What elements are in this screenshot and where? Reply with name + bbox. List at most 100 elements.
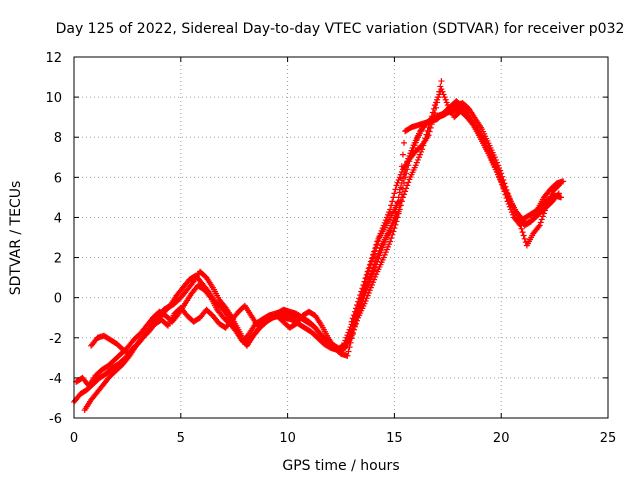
data-point: [399, 185, 406, 192]
data-point: [351, 308, 358, 315]
y-tick-label: 12: [45, 51, 62, 66]
data-point: [500, 185, 507, 192]
data-point: [417, 151, 424, 158]
data-point: [355, 298, 362, 305]
data-point: [503, 195, 510, 202]
data-point: [374, 238, 381, 245]
data-point: [545, 199, 552, 206]
x-tick-label: 20: [493, 431, 510, 446]
data-point: [537, 219, 544, 226]
data-point: [405, 179, 412, 186]
data-point: [498, 178, 505, 185]
data-point: [491, 154, 498, 161]
data-point: [360, 281, 367, 288]
data-point: [554, 183, 561, 190]
x-tick-label: 0: [70, 431, 78, 446]
y-tick-label: 4: [54, 211, 62, 226]
data-point: [377, 249, 384, 256]
axis-ticks: 0 5 10 15 20 25 -6 -4 -2 0 2 4 6 8 10 12: [45, 51, 616, 446]
data-point: [413, 136, 420, 143]
data-point: [384, 243, 391, 250]
data-point: [347, 339, 354, 346]
data-point: [356, 295, 363, 302]
data-point: [481, 139, 488, 146]
data-point: [383, 214, 390, 221]
data-point: [384, 211, 391, 218]
data-point: [435, 94, 442, 101]
data-point: [358, 288, 365, 295]
data-point: [349, 331, 356, 338]
data-point: [401, 180, 408, 187]
data-point: [345, 336, 352, 343]
data-point: [387, 238, 394, 245]
data-point: [383, 246, 390, 253]
data-point: [354, 302, 361, 309]
data-point: [366, 287, 373, 294]
data-point: [221, 303, 228, 310]
data-point: [372, 245, 379, 252]
data-point: [365, 265, 372, 272]
data-point: [392, 186, 399, 193]
x-axis-label: GPS time / hours: [282, 458, 399, 474]
data-point: [389, 198, 396, 205]
y-tick-label: -2: [49, 332, 62, 347]
data-point: [555, 182, 562, 189]
data-point: [442, 96, 449, 103]
data-point: [370, 251, 377, 258]
y-tick-label: 10: [45, 91, 62, 106]
data-point: [373, 241, 380, 248]
data-point: [381, 251, 388, 258]
data-point: [441, 94, 448, 101]
data-point: [518, 225, 525, 232]
data-point: [497, 167, 504, 174]
data-point: [484, 147, 491, 154]
data-point: [368, 281, 375, 288]
data-point: [431, 110, 438, 117]
data-point: [348, 335, 355, 342]
data-point: [395, 208, 402, 215]
data-point: [430, 113, 437, 120]
data-point: [387, 206, 394, 213]
data-point: [382, 249, 389, 256]
data-point: [401, 139, 408, 146]
data-point: [364, 283, 371, 290]
data-point: [352, 305, 359, 312]
data-point: [349, 315, 356, 322]
data-point: [410, 144, 417, 151]
data-point: [380, 254, 387, 261]
data-point: [539, 213, 546, 220]
data-point: [363, 271, 370, 278]
data-point: [436, 88, 443, 95]
data-point: [372, 264, 379, 271]
data-point: [357, 304, 364, 311]
data-point: [425, 132, 432, 139]
data-point: [536, 222, 543, 229]
plot-frame: [73, 56, 609, 419]
data-point: [547, 193, 554, 200]
data-point: [428, 121, 435, 128]
data-point: [507, 206, 514, 213]
data-point: [348, 318, 355, 325]
data-point: [364, 268, 371, 275]
data-point: [378, 227, 385, 234]
data-point: [548, 191, 555, 198]
data-point: [367, 275, 374, 282]
data-point: [362, 275, 369, 282]
data-point: [412, 139, 419, 146]
data-point: [396, 174, 403, 181]
data-point: [380, 241, 387, 248]
data-point: [391, 190, 398, 197]
data-point: [379, 225, 386, 232]
data-point: [368, 273, 375, 280]
data-point: [508, 209, 515, 216]
data-point: [375, 255, 382, 262]
y-tick-label: -4: [49, 372, 62, 387]
x-tick-label: 5: [177, 431, 185, 446]
data-point: [386, 209, 393, 216]
data-point: [501, 188, 508, 195]
data-point: [388, 202, 395, 209]
data-point: [498, 170, 505, 177]
data-point: [393, 182, 400, 189]
data-point: [371, 248, 378, 255]
